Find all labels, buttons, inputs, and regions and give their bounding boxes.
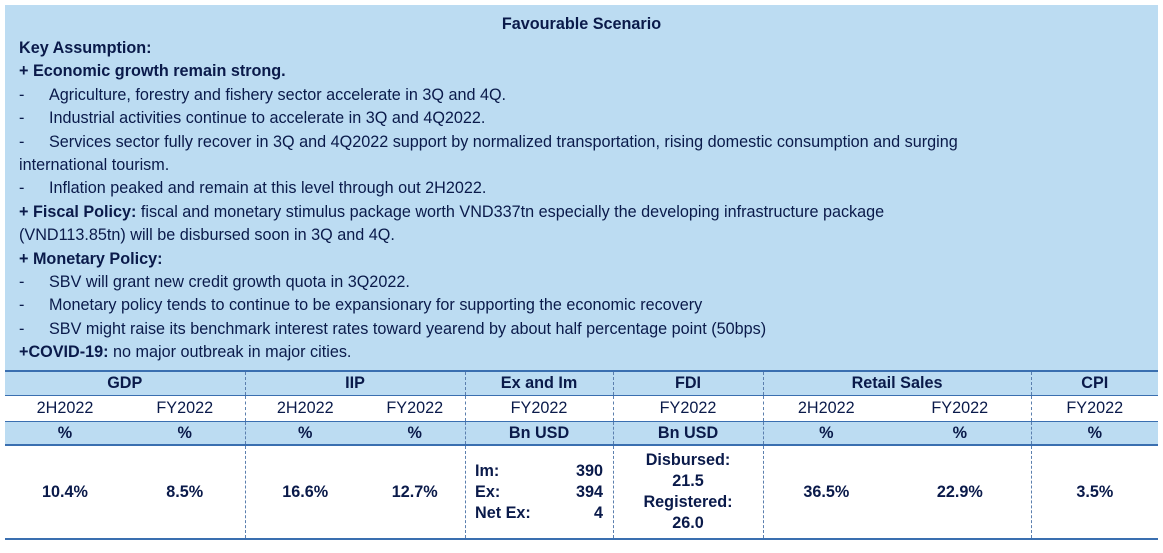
im-label: Im: bbox=[475, 461, 500, 480]
period-cell: 2H2022 bbox=[244, 395, 365, 422]
list-item: - SBV might raise its benchmark interest… bbox=[19, 318, 1144, 341]
net-ex-label: Net Ex: bbox=[475, 503, 531, 522]
period-cell: 2H2022 bbox=[5, 395, 125, 422]
list-item: - Inflation peaked and remain at this le… bbox=[19, 177, 1144, 200]
table-period-row: 2H2022 FY2022 2H2022 FY2022 FY2022 FY202… bbox=[5, 395, 1159, 422]
fiscal-policy-label: + Fiscal Policy: bbox=[19, 202, 137, 221]
ex-im-values: Im: 390 Ex: 394 Net Ex: 4 bbox=[475, 461, 603, 524]
list-item: - SBV will grant new credit growth quota… bbox=[19, 271, 1144, 294]
table-group-header-row: GDP IIP Ex and Im FDI Retail Sales CPI bbox=[5, 370, 1159, 396]
unit-cell: % bbox=[244, 421, 365, 446]
list-item-text: Inflation peaked and remain at this leve… bbox=[49, 179, 487, 198]
unit-cell: % bbox=[1030, 421, 1159, 446]
unit-cell: Bn USD bbox=[612, 421, 764, 446]
ex-row: Ex: 394 bbox=[475, 482, 603, 503]
bullet-dash: - bbox=[19, 296, 25, 315]
list-item-text: SBV might raise its benchmark interest r… bbox=[49, 319, 767, 338]
group-header-cpi: CPI bbox=[1030, 370, 1159, 396]
bullet-dash: - bbox=[19, 179, 25, 198]
bullet-dash: - bbox=[19, 132, 25, 151]
list-item-text: Monetary policy tends to continue to be … bbox=[49, 296, 703, 315]
bullet-dash: - bbox=[19, 85, 25, 104]
gdp-2h-value: 10.4% bbox=[5, 445, 125, 540]
ex-value: 394 bbox=[576, 482, 604, 501]
im-row: Im: 390 bbox=[475, 461, 603, 482]
ex-im-cell: Im: 390 Ex: 394 Net Ex: 4 bbox=[464, 445, 614, 540]
unit-cell: % bbox=[889, 421, 1032, 446]
list-item: - Agriculture, forestry and fishery sect… bbox=[19, 84, 1144, 107]
fiscal-policy-line: + Fiscal Policy: fiscal and monetary sti… bbox=[19, 201, 1144, 224]
table-unit-row: % % % % Bn USD Bn USD % % % bbox=[5, 421, 1159, 446]
covid-text: no major outbreak in major cities. bbox=[108, 343, 352, 362]
iip-fy-value: 12.7% bbox=[365, 445, 466, 540]
retail-fy-value: 22.9% bbox=[889, 445, 1032, 540]
list-item-text: Industrial activities continue to accele… bbox=[49, 109, 486, 128]
ex-label: Ex: bbox=[475, 482, 501, 501]
fdi-values: Disbursed: 21.5 Registered: 26.0 bbox=[614, 450, 763, 534]
period-cell: FY2022 bbox=[889, 395, 1032, 422]
list-item-text: Agriculture, forestry and fishery sector… bbox=[49, 85, 507, 104]
monetary-policy-heading: + Monetary Policy: bbox=[19, 249, 163, 268]
unit-cell: % bbox=[125, 421, 245, 446]
fdi-registered-value: 26.0 bbox=[672, 514, 704, 532]
bullet-dash: - bbox=[19, 109, 25, 128]
net-ex-row: Net Ex: 4 bbox=[475, 503, 603, 524]
bullet-dash: - bbox=[19, 319, 25, 338]
period-cell: FY2022 bbox=[612, 395, 764, 422]
period-cell: FY2022 bbox=[1030, 395, 1159, 422]
key-assumption-heading: Key Assumption: bbox=[19, 39, 152, 57]
list-item: - Services sector fully recover in 3Q an… bbox=[19, 131, 1144, 154]
group-header-iip: IIP bbox=[244, 370, 466, 396]
period-cell: FY2022 bbox=[464, 395, 614, 422]
fdi-registered-label: Registered: bbox=[643, 493, 733, 511]
unit-cell: % bbox=[762, 421, 890, 446]
list-item-text: SBV will grant new credit growth quota i… bbox=[49, 273, 410, 292]
period-cell: FY2022 bbox=[365, 395, 466, 422]
group-header-retail-sales: Retail Sales bbox=[762, 370, 1032, 396]
group-header-gdp: GDP bbox=[5, 370, 245, 396]
scenario-title: Favourable Scenario bbox=[501, 15, 662, 33]
covid-line: +COVID-19: no major outbreak in major ci… bbox=[19, 341, 1144, 364]
period-cell: 2H2022 bbox=[762, 395, 890, 422]
list-item-text: Services sector fully recover in 3Q and … bbox=[49, 132, 958, 151]
covid-label: +COVID-19: bbox=[19, 343, 109, 362]
unit-cell: % bbox=[5, 421, 125, 446]
table-value-row: 10.4% 8.5% 16.6% 12.7% Im: 390 Ex: 394 N… bbox=[5, 445, 1159, 540]
assumptions-section: Favourable Scenario Key Assumption: + Ec… bbox=[5, 5, 1158, 370]
list-item-continuation: international tourism. bbox=[19, 156, 170, 175]
fdi-disbursed-label: Disbursed: bbox=[645, 451, 731, 469]
list-item: - Industrial activities continue to acce… bbox=[19, 107, 1144, 130]
group-header-ex-im: Ex and Im bbox=[464, 370, 614, 396]
unit-cell: % bbox=[365, 421, 466, 446]
fdi-disbursed-value: 21.5 bbox=[672, 472, 704, 490]
fiscal-policy-line-2: (VND113.85tn) will be disbursed soon in … bbox=[19, 226, 395, 245]
cpi-fy-value: 3.5% bbox=[1030, 445, 1159, 540]
im-value: 390 bbox=[576, 461, 604, 480]
gdp-fy-value: 8.5% bbox=[125, 445, 245, 540]
forecast-table: GDP IIP Ex and Im FDI Retail Sales CPI 2… bbox=[5, 370, 1159, 540]
scenario-panel: Favourable Scenario Key Assumption: + Ec… bbox=[5, 5, 1159, 548]
retail-2h-value: 36.5% bbox=[762, 445, 890, 540]
group-header-fdi: FDI bbox=[612, 370, 764, 396]
bullet-dash: - bbox=[19, 273, 25, 292]
period-cell: FY2022 bbox=[125, 395, 245, 422]
net-ex-value: 4 bbox=[594, 503, 604, 522]
iip-2h-value: 16.6% bbox=[244, 445, 365, 540]
unit-cell: Bn USD bbox=[464, 421, 614, 446]
economic-growth-heading: + Economic growth remain strong. bbox=[19, 62, 286, 81]
fiscal-policy-text: fiscal and monetary stimulus package wor… bbox=[136, 202, 885, 221]
list-item: - Monetary policy tends to continue to b… bbox=[19, 294, 1144, 317]
fdi-cell: Disbursed: 21.5 Registered: 26.0 bbox=[612, 445, 764, 540]
